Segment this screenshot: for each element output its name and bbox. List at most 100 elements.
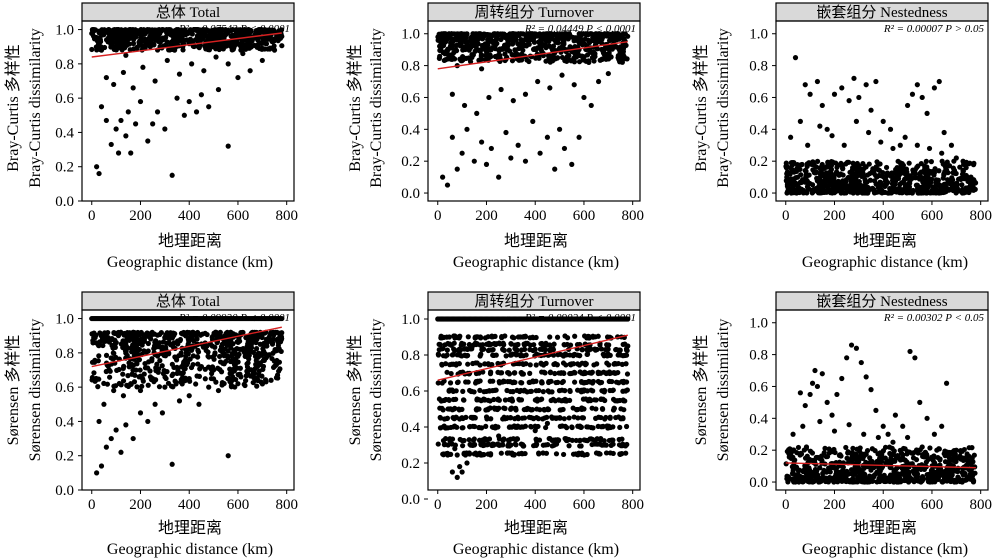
data-point <box>590 388 596 394</box>
data-point <box>119 46 125 52</box>
data-point <box>251 370 258 376</box>
data-point <box>509 398 516 404</box>
data-point <box>278 27 285 33</box>
data-point <box>507 352 514 358</box>
data-point <box>854 165 860 171</box>
data-point <box>817 123 823 129</box>
data-point <box>235 353 241 359</box>
data-point <box>865 184 871 190</box>
data-point <box>264 35 270 41</box>
data-point <box>137 387 144 394</box>
data-point <box>972 470 978 476</box>
data-point <box>515 31 522 37</box>
data-point <box>267 45 273 51</box>
data-point <box>247 68 253 74</box>
data-point <box>784 182 790 188</box>
data-point <box>108 355 114 361</box>
data-point <box>120 338 126 344</box>
data-point <box>232 362 238 368</box>
data-point <box>485 31 491 38</box>
data-point <box>560 406 566 413</box>
data-point <box>540 31 547 37</box>
data-point <box>177 337 183 344</box>
data-point <box>572 44 578 50</box>
data-point <box>134 359 140 366</box>
data-point <box>856 94 862 101</box>
data-point <box>830 178 836 185</box>
data-point <box>589 369 595 375</box>
data-point <box>534 441 540 448</box>
data-point <box>471 436 477 442</box>
data-point <box>252 31 259 37</box>
data-point <box>515 341 521 348</box>
data-point <box>576 59 583 65</box>
x-tick-label: 400 <box>178 497 201 513</box>
data-point <box>865 129 872 136</box>
data-point <box>536 437 543 443</box>
data-point <box>121 363 127 369</box>
data-point <box>110 35 117 42</box>
data-point <box>176 28 182 34</box>
data-point <box>464 460 470 466</box>
data-point <box>453 42 460 48</box>
xlabel-cn: 地理距离 <box>504 519 568 537</box>
data-point <box>595 37 601 43</box>
data-point <box>889 177 896 184</box>
data-point <box>598 31 604 37</box>
data-point <box>902 171 908 177</box>
data-point <box>615 369 621 376</box>
data-point <box>120 371 126 377</box>
data-point <box>546 379 552 385</box>
data-point <box>541 407 547 413</box>
data-point <box>171 364 177 371</box>
data-point <box>123 422 129 428</box>
data-point <box>922 165 928 171</box>
data-point <box>90 340 96 346</box>
data-point <box>460 54 466 60</box>
data-point <box>111 330 117 336</box>
data-point <box>569 424 575 430</box>
data-point <box>622 398 628 404</box>
data-point <box>801 187 807 194</box>
data-point <box>198 363 205 370</box>
ylabel-en: Bray-Curtis dissimilarity <box>715 28 732 188</box>
data-point <box>807 91 813 97</box>
data-point <box>126 30 133 36</box>
data-point <box>610 424 616 430</box>
data-point <box>810 167 816 173</box>
data-point <box>508 155 514 161</box>
data-point <box>587 379 593 385</box>
data-point <box>598 40 605 46</box>
plot-frame <box>427 20 641 202</box>
data-point <box>135 329 141 336</box>
data-point <box>164 57 170 64</box>
data-point <box>206 354 212 360</box>
data-point <box>206 104 212 110</box>
data-point <box>939 158 945 164</box>
data-point <box>442 425 449 431</box>
data-point <box>436 55 442 61</box>
data-point <box>891 188 897 195</box>
data-point <box>610 450 616 457</box>
data-point <box>600 351 606 357</box>
data-point <box>190 361 196 368</box>
data-point <box>235 372 241 378</box>
data-point <box>517 352 523 358</box>
data-point <box>245 334 251 340</box>
top-row-ylabel-left: Bray-Curtis 多样性 Bray-Curtis dissimilarit… <box>4 28 44 188</box>
xlabel-en: Geographic distance (km) <box>107 541 273 558</box>
data-point <box>619 436 625 442</box>
data-point <box>186 98 192 105</box>
data-point <box>939 150 945 156</box>
data-point <box>517 334 523 340</box>
data-point <box>98 463 105 469</box>
data-point <box>233 27 239 34</box>
x-tick-label: 200 <box>129 208 152 224</box>
data-point <box>841 142 847 148</box>
data-point <box>483 161 490 167</box>
data-point <box>225 330 231 336</box>
data-point <box>196 331 202 337</box>
y-tick-label: 0.2 <box>749 154 768 170</box>
data-point <box>952 188 958 194</box>
